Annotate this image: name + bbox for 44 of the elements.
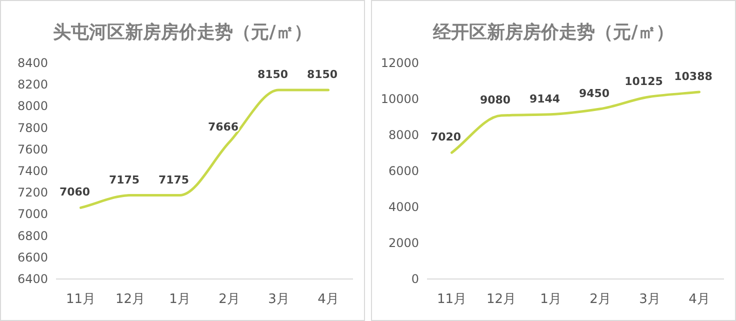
y-tick-label: 6800 bbox=[17, 228, 48, 243]
y-tick-label: 6600 bbox=[17, 250, 48, 264]
y-tick-label: 7400 bbox=[17, 164, 48, 178]
data-label: 10388 bbox=[674, 70, 712, 84]
y-tick-label: 6000 bbox=[388, 164, 419, 178]
x-tick-label: 1月 bbox=[540, 292, 562, 307]
data-label: 9450 bbox=[578, 86, 610, 100]
x-tick-label: 12月 bbox=[486, 292, 516, 307]
x-tick-label: 1月 bbox=[169, 292, 190, 307]
data-label: 8150 bbox=[306, 68, 338, 81]
data-label: 10125 bbox=[624, 74, 663, 88]
y-tick-label: 2000 bbox=[388, 236, 419, 250]
y-tick-label: 7200 bbox=[17, 186, 48, 200]
x-tick-label: 2月 bbox=[218, 292, 240, 307]
x-tick-label: 12月 bbox=[115, 292, 146, 307]
y-tick-label: 4000 bbox=[388, 200, 419, 214]
y-tick-label: 12000 bbox=[380, 56, 419, 70]
y-tick-label: 7600 bbox=[17, 142, 48, 156]
y-tick-label: 6400 bbox=[17, 272, 48, 286]
y-tick-label: 7800 bbox=[17, 120, 48, 135]
data-label: 7666 bbox=[208, 120, 239, 134]
x-tick-label: 2月 bbox=[590, 292, 611, 307]
data-label: 7175 bbox=[108, 173, 140, 186]
data-label: 8150 bbox=[257, 68, 288, 81]
y-tick-label: 8200 bbox=[17, 78, 48, 92]
y-tick-label: 8000 bbox=[388, 128, 419, 142]
data-label: 7175 bbox=[158, 173, 190, 186]
y-tick-label: 0 bbox=[411, 272, 419, 286]
data-label: 7060 bbox=[59, 186, 90, 199]
x-tick-label: 3月 bbox=[268, 292, 290, 307]
y-tick-label: 8400 bbox=[17, 56, 48, 70]
x-tick-label: 4月 bbox=[688, 292, 710, 307]
x-tick-label: 4月 bbox=[318, 292, 339, 307]
data-label: 7020 bbox=[430, 130, 462, 144]
y-tick-label: 7000 bbox=[17, 207, 48, 222]
x-tick-label: 3月 bbox=[639, 292, 660, 307]
x-tick-label: 11月 bbox=[436, 292, 467, 307]
data-label: 9144 bbox=[529, 92, 560, 106]
y-tick-label: 10000 bbox=[380, 92, 419, 106]
data-label: 9080 bbox=[480, 94, 511, 107]
chart-title: 经开区新房房价走势（元/㎡） bbox=[432, 22, 674, 43]
x-tick-label: 11月 bbox=[66, 292, 96, 307]
chart-title: 头屯河区新房房价走势（元/㎡） bbox=[53, 22, 312, 43]
y-tick-label: 8000 bbox=[17, 99, 48, 114]
